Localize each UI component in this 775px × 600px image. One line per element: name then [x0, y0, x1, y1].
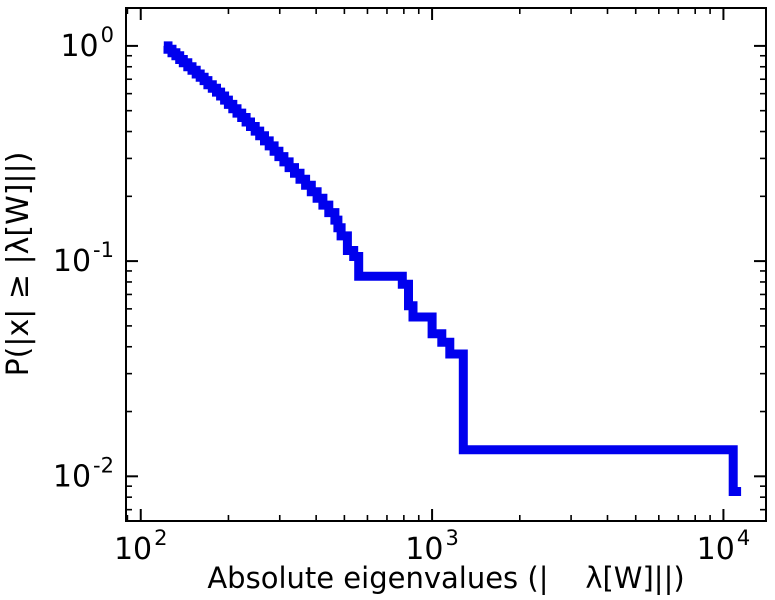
y-axis-label: P(|x| ≥ |λ[W]||) [1, 152, 36, 377]
x-tick-label: 103 [405, 526, 459, 567]
y-tick-label: 10-1 [53, 238, 114, 279]
chart-layer: 102 103 104 100 10-1 10-2 [53, 7, 767, 567]
x-tick-label: 102 [114, 526, 168, 567]
ccdf-step-line [163, 41, 742, 496]
x-tick-label: 104 [697, 526, 751, 567]
y-tick-label: 100 [60, 23, 114, 64]
y-tick-label: 10-2 [53, 453, 114, 494]
x-axis-label: Absolute eigenvalues (| λ[W]||) [207, 561, 684, 595]
plot-frame [125, 7, 767, 522]
